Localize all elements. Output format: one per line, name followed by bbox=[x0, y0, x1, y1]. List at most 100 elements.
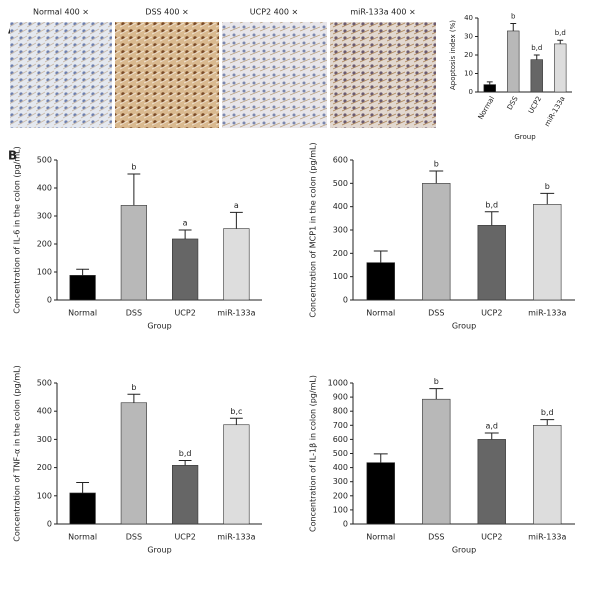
y-tick-label: 10 bbox=[464, 70, 473, 78]
significance-label: b,d bbox=[179, 449, 192, 458]
x-tick-label: Normal bbox=[68, 533, 97, 542]
y-tick-label: 100 bbox=[333, 272, 348, 281]
bar bbox=[172, 465, 199, 525]
x-tick-label: UCP2 bbox=[174, 309, 195, 318]
y-tick-label: 500 bbox=[333, 179, 348, 188]
bar bbox=[507, 30, 520, 93]
significance-label: b,d bbox=[531, 44, 542, 52]
image-label: miR-133a 400 × bbox=[350, 8, 415, 17]
bar bbox=[366, 262, 395, 301]
error-bar bbox=[486, 81, 493, 85]
error-bar bbox=[127, 393, 141, 403]
error-bar bbox=[373, 250, 388, 263]
bar bbox=[120, 402, 147, 525]
significance-label: b bbox=[131, 163, 136, 172]
x-tick-label: miR-133a bbox=[528, 309, 566, 318]
y-axis-label: Apoptosis index (%) bbox=[449, 20, 457, 90]
y-tick-label: 600 bbox=[333, 156, 348, 165]
y-tick-label: 700 bbox=[333, 421, 348, 430]
error-bar bbox=[429, 388, 444, 400]
error-bar bbox=[540, 419, 555, 426]
error-bar bbox=[510, 23, 517, 31]
bar bbox=[477, 439, 506, 525]
x-axis-label: Group bbox=[514, 133, 536, 141]
x-axis-label: Group bbox=[452, 546, 476, 555]
y-tick-label: 400 bbox=[333, 463, 348, 472]
error-bar bbox=[557, 39, 564, 44]
error-bar bbox=[429, 170, 444, 184]
bar bbox=[69, 492, 96, 525]
significance-label: b,d bbox=[485, 200, 498, 209]
y-tick-label: 500 bbox=[333, 449, 348, 458]
bar bbox=[530, 59, 543, 93]
bar bbox=[477, 225, 506, 301]
significance-label: b,c bbox=[230, 407, 242, 416]
x-tick-label: DSS bbox=[428, 533, 444, 542]
significance-label: b bbox=[131, 383, 136, 392]
x-tick-label: Normal bbox=[366, 309, 395, 318]
bar bbox=[223, 424, 250, 525]
x-tick-label: miR-133a bbox=[528, 533, 566, 542]
y-axis-label: Concentration of IL-6 in the colon (pg/m… bbox=[13, 146, 22, 313]
error-bar bbox=[229, 417, 243, 425]
y-tick-label: 0 bbox=[47, 296, 52, 305]
error-bar bbox=[484, 432, 499, 440]
y-tick-label: 30 bbox=[464, 33, 473, 41]
significance-label: b bbox=[434, 377, 439, 386]
y-tick-label: 40 bbox=[464, 14, 473, 22]
bar bbox=[120, 205, 147, 301]
bar bbox=[422, 398, 451, 525]
y-tick-label: 300 bbox=[333, 226, 348, 235]
error-bar bbox=[76, 268, 90, 276]
bar bbox=[554, 43, 567, 93]
error-bar bbox=[540, 192, 555, 205]
significance-label: b bbox=[545, 182, 550, 191]
y-axis-label: Concentration of TNF-α in the colon (pg/… bbox=[13, 365, 22, 541]
y-tick-label: 200 bbox=[37, 463, 52, 472]
y-tick-label: 400 bbox=[333, 202, 348, 211]
y-tick-label: 300 bbox=[333, 477, 348, 486]
image-label: DSS 400 × bbox=[145, 8, 188, 17]
y-tick-label: 0 bbox=[469, 88, 473, 96]
x-tick-label: DSS bbox=[506, 95, 520, 112]
y-tick-label: 0 bbox=[343, 296, 348, 305]
x-tick-label: UCP2 bbox=[527, 95, 543, 115]
x-tick-label: DSS bbox=[126, 309, 142, 318]
y-tick-label: 100 bbox=[333, 505, 348, 514]
micrograph bbox=[10, 22, 112, 128]
y-tick-label: 0 bbox=[47, 520, 52, 529]
x-axis-label: Group bbox=[147, 546, 171, 555]
y-tick-label: 200 bbox=[37, 240, 52, 249]
y-tick-label: 100 bbox=[37, 491, 52, 500]
bar bbox=[422, 183, 451, 301]
significance-label: a bbox=[183, 219, 188, 228]
y-tick-label: 500 bbox=[37, 156, 52, 165]
error-bar bbox=[484, 211, 499, 226]
significance-label: a bbox=[234, 201, 239, 210]
x-tick-label: Normal bbox=[366, 533, 395, 542]
micrograph bbox=[115, 22, 219, 128]
y-tick-label: 300 bbox=[37, 212, 52, 221]
significance-label: b bbox=[434, 159, 439, 168]
error-bar bbox=[127, 173, 141, 206]
x-tick-label: miR-133a bbox=[217, 533, 255, 542]
x-tick-label: miR-133a bbox=[217, 309, 255, 318]
panel-label: B bbox=[8, 149, 17, 163]
bar bbox=[69, 275, 96, 301]
y-tick-label: 300 bbox=[37, 435, 52, 444]
y-tick-label: 200 bbox=[333, 491, 348, 500]
x-tick-label: UCP2 bbox=[174, 533, 195, 542]
bar bbox=[366, 462, 395, 525]
image-label: UCP2 400 × bbox=[250, 8, 298, 17]
micrograph bbox=[222, 22, 327, 128]
micrograph bbox=[330, 22, 436, 128]
error-bar bbox=[533, 54, 540, 60]
error-bar bbox=[178, 460, 192, 466]
x-tick-label: Normal bbox=[68, 309, 97, 318]
y-tick-label: 400 bbox=[37, 407, 52, 416]
x-tick-label: UCP2 bbox=[481, 309, 502, 318]
y-tick-label: 400 bbox=[37, 184, 52, 193]
x-tick-label: DSS bbox=[428, 309, 444, 318]
significance-label: b,d bbox=[555, 29, 566, 37]
y-axis-label: Concentration of IL-1β in colon (pg/mL) bbox=[309, 375, 318, 532]
